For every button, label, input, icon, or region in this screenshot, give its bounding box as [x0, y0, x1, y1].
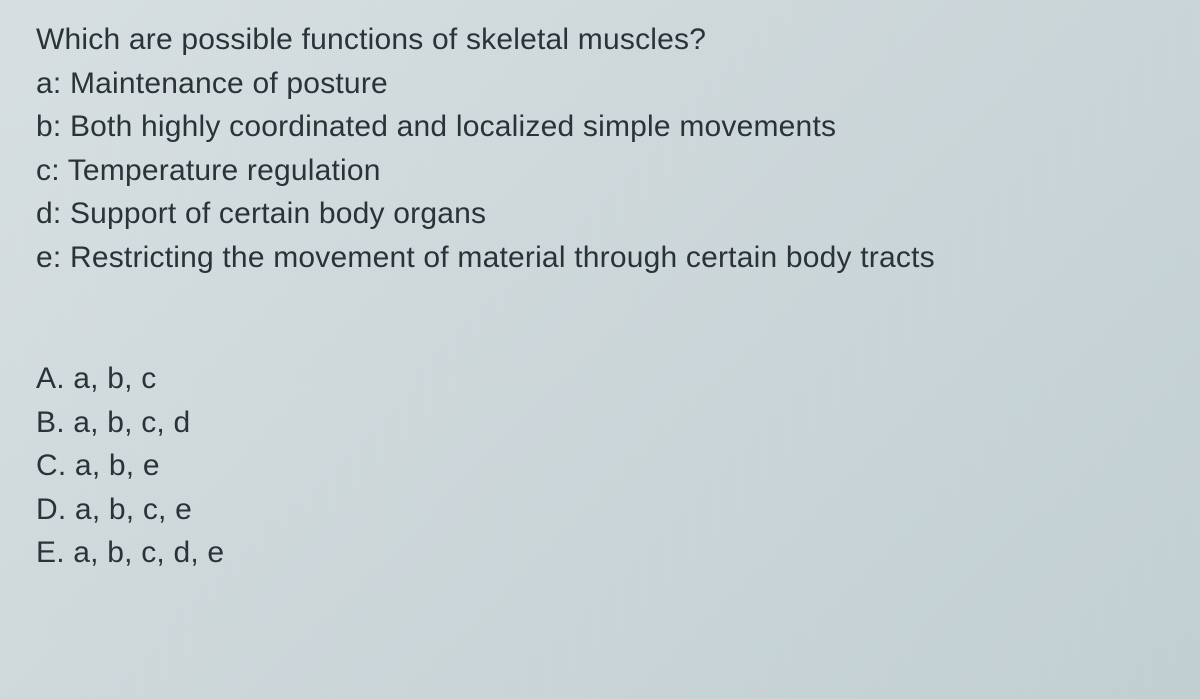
stem-e: e: Restricting the movement of material … [36, 236, 1164, 280]
question-block: Which are possible functions of skeletal… [36, 18, 1164, 575]
answer-options-group: A. a, b, c B. a, b, c, d C. a, b, e D. a… [36, 357, 1164, 575]
answer-option-c[interactable]: C. a, b, e [36, 444, 1164, 488]
stem-d: d: Support of certain body organs [36, 192, 1164, 236]
question-prompt: Which are possible functions of skeletal… [36, 18, 1164, 62]
answer-option-d[interactable]: D. a, b, c, e [36, 488, 1164, 532]
answer-option-e[interactable]: E. a, b, c, d, e [36, 531, 1164, 575]
question-stem-group: Which are possible functions of skeletal… [36, 18, 1164, 279]
answer-option-a[interactable]: A. a, b, c [36, 357, 1164, 401]
stem-a: a: Maintenance of posture [36, 62, 1164, 106]
answer-option-b[interactable]: B. a, b, c, d [36, 401, 1164, 445]
stem-c: c: Temperature regulation [36, 149, 1164, 193]
stem-b: b: Both highly coordinated and localized… [36, 105, 1164, 149]
